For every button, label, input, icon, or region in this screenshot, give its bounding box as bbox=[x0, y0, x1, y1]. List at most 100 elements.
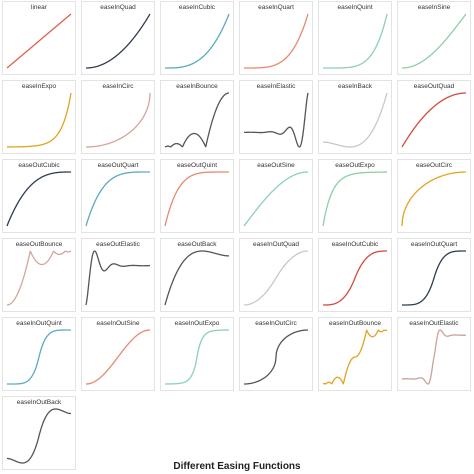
panel-plot bbox=[401, 250, 467, 306]
panel-title: easeInQuart bbox=[258, 4, 294, 11]
chart-panel-easeInCirc: easeInCirc bbox=[81, 80, 155, 154]
panel-plot bbox=[6, 171, 72, 227]
panel-plot bbox=[243, 329, 309, 385]
panel-title: easeInBounce bbox=[176, 83, 218, 90]
panel-plot bbox=[401, 329, 467, 385]
panel-title: easeInBack bbox=[338, 83, 372, 90]
series-line-easeInExpo bbox=[6, 92, 72, 148]
series-line-easeInBounce bbox=[164, 92, 230, 148]
series-line-easeInSine bbox=[401, 13, 467, 69]
panel-title: easeOutExpo bbox=[335, 162, 375, 169]
panel-title: easeInOutBack bbox=[16, 399, 62, 406]
panel-plot bbox=[322, 250, 388, 306]
series-line-easeInOutQuad bbox=[243, 250, 309, 306]
panel-title: easeInOutQuad bbox=[253, 241, 299, 248]
series-line-easeInBack bbox=[322, 92, 388, 148]
panel-plot bbox=[6, 329, 72, 385]
series-line-easeOutCubic bbox=[6, 171, 72, 227]
panel-title: easeOutQuint bbox=[176, 162, 218, 169]
chart-panel-easeOutQuint: easeOutQuint bbox=[160, 159, 234, 233]
panel-title: easeOutElastic bbox=[96, 241, 140, 248]
panel-title: easeInOutQuart bbox=[410, 241, 458, 248]
chart-panel-easeOutElastic: easeOutElastic bbox=[81, 238, 155, 312]
panel-plot bbox=[243, 92, 309, 148]
chart-panel-easeOutCubic: easeOutCubic bbox=[2, 159, 76, 233]
chart-panel-easeInOutSine: easeInOutSine bbox=[81, 317, 155, 391]
series-line-easeInOutQuint bbox=[6, 329, 72, 385]
panel-title: easeInCirc bbox=[102, 83, 134, 90]
panel-plot bbox=[243, 250, 309, 306]
panel-title: easeInOutCirc bbox=[255, 320, 297, 327]
panel-plot bbox=[401, 92, 467, 148]
series-line-easeOutSine bbox=[243, 171, 309, 227]
panel-title: easeOutQuad bbox=[413, 83, 455, 90]
panel-title: easeInQuint bbox=[337, 4, 373, 11]
panel-title: easeInQuad bbox=[100, 4, 136, 11]
panel-title: easeOutQuart bbox=[97, 162, 139, 169]
panel-title: easeInExpo bbox=[21, 83, 57, 90]
panel-plot bbox=[401, 13, 467, 69]
panel-plot bbox=[322, 92, 388, 148]
series-line-easeInQuart bbox=[243, 13, 309, 69]
chart-panel-easeOutCirc: easeOutCirc bbox=[397, 159, 471, 233]
chart-panel-easeOutBounce: easeOutBounce bbox=[2, 238, 76, 312]
panel-plot bbox=[164, 92, 230, 148]
series-line-easeOutBounce bbox=[6, 250, 72, 306]
panel-plot bbox=[85, 13, 151, 69]
panel-title: easeInSine bbox=[417, 4, 451, 11]
series-line-easeInElastic bbox=[243, 92, 309, 148]
chart-panel-easeInOutBounce: easeInOutBounce bbox=[318, 317, 392, 391]
panel-title: easeOutCirc bbox=[415, 162, 453, 169]
panel-title: easeInOutExpo bbox=[174, 320, 220, 327]
chart-panel-easeInOutQuart: easeInOutQuart bbox=[397, 238, 471, 312]
panel-plot bbox=[401, 171, 467, 227]
panel-title: easeInOutSine bbox=[96, 320, 140, 327]
panel-title: easeInElastic bbox=[256, 83, 296, 90]
chart-panel-easeOutSine: easeOutSine bbox=[239, 159, 313, 233]
panel-title: easeOutBack bbox=[177, 241, 217, 248]
panel-title: easeInOutQuint bbox=[16, 320, 62, 327]
chart-panel-easeOutExpo: easeOutExpo bbox=[318, 159, 392, 233]
panel-plot bbox=[164, 329, 230, 385]
chart-panel-easeInQuad: easeInQuad bbox=[81, 1, 155, 75]
panel-plot bbox=[164, 250, 230, 306]
panel-title: easeOutBounce bbox=[15, 241, 63, 248]
chart-panel-easeInOutCubic: easeInOutCubic bbox=[318, 238, 392, 312]
panel-title: easeInOutElastic bbox=[409, 320, 459, 327]
panel-plot bbox=[322, 13, 388, 69]
series-line-easeInOutQuart bbox=[401, 250, 467, 306]
panel-plot bbox=[6, 92, 72, 148]
chart-panel-easeInOutQuad: easeInOutQuad bbox=[239, 238, 313, 312]
panel-plot bbox=[85, 329, 151, 385]
series-line-linear bbox=[6, 13, 72, 69]
series-line-easeInCirc bbox=[85, 92, 151, 148]
series-line-easeInOutBounce bbox=[322, 329, 388, 385]
panel-plot bbox=[243, 13, 309, 69]
chart-panel-easeInOutQuint: easeInOutQuint bbox=[2, 317, 76, 391]
panel-title: easeInCubic bbox=[178, 4, 216, 11]
panel-plot bbox=[85, 250, 151, 306]
series-line-easeOutCirc bbox=[401, 171, 467, 227]
chart-panel-easeInQuint: easeInQuint bbox=[318, 1, 392, 75]
panel-title: easeOutSine bbox=[257, 162, 295, 169]
chart-panel-easeInCubic: easeInCubic bbox=[160, 1, 234, 75]
chart-panel-easeInExpo: easeInExpo bbox=[2, 80, 76, 154]
panel-plot bbox=[322, 171, 388, 227]
chart-panel-easeOutQuart: easeOutQuart bbox=[81, 159, 155, 233]
series-line-easeOutElastic bbox=[85, 250, 151, 306]
series-line-easeOutExpo bbox=[322, 171, 388, 227]
series-line-easeInOutElastic bbox=[401, 329, 467, 385]
panel-title: easeInOutCubic bbox=[331, 241, 379, 248]
chart-panel-easeInBack: easeInBack bbox=[318, 80, 392, 154]
series-line-easeOutQuint bbox=[164, 171, 230, 227]
chart-panel-easeInQuart: easeInQuart bbox=[239, 1, 313, 75]
chart-panel-easeOutBack: easeOutBack bbox=[160, 238, 234, 312]
series-line-easeOutQuad bbox=[401, 92, 467, 148]
panel-plot bbox=[6, 13, 72, 69]
chart-panel-easeInSine: easeInSine bbox=[397, 1, 471, 75]
panel-plot bbox=[164, 171, 230, 227]
panel-title: easeInOutBounce bbox=[328, 320, 382, 327]
series-line-easeInOutSine bbox=[85, 329, 151, 385]
chart-title: Different Easing Functions bbox=[173, 461, 301, 472]
chart-panel-easeInOutBack: easeInOutBack bbox=[2, 396, 76, 470]
